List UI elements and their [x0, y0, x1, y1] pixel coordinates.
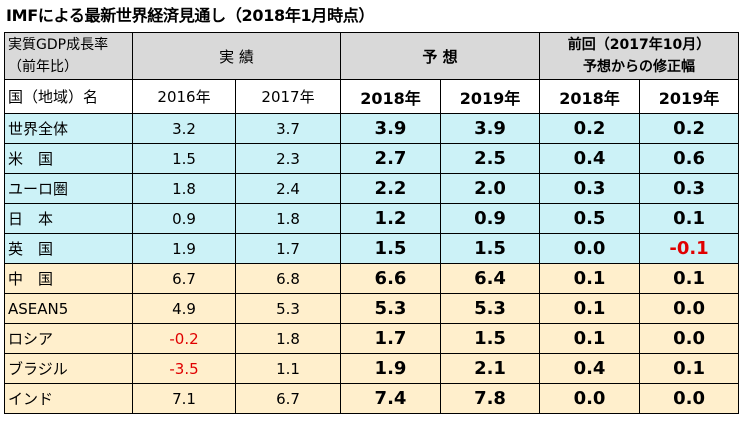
year-header-revision-2019: 2019年	[639, 79, 740, 114]
country-name-cell: ロシア	[4, 323, 133, 354]
forecast-2018-cell: 6.6	[340, 263, 441, 294]
forecast-2019-cell: 2.0	[439, 173, 541, 204]
year-header-actual-2016: 2016年	[132, 79, 236, 114]
revision-2018-cell: 0.1	[539, 323, 641, 354]
forecast-2018-cell: 7.4	[340, 383, 441, 414]
actual-2016-cell: 1.9	[132, 233, 236, 264]
revision-2019-cell: 0.0	[639, 323, 740, 354]
forecast-2018-cell: 1.5	[340, 233, 441, 264]
actual-group-header: 実 績	[132, 32, 341, 80]
revision-2018-cell: 0.4	[539, 143, 641, 174]
table-row: ASEAN5 4.9 5.3 5.3 5.3 0.1 0.0	[4, 293, 740, 324]
actual-2017-cell: 2.3	[235, 143, 341, 174]
table-row: 中 国 6.7 6.8 6.6 6.4 0.1 0.1	[4, 263, 740, 294]
table-row: 世界全体 3.2 3.7 3.9 3.9 0.2 0.2	[4, 113, 740, 144]
revision-2018-cell: 0.4	[539, 353, 641, 384]
country-column-header: 国（地域）名	[4, 79, 133, 114]
growth-table: 実質GDP成長率 （前年比） 実 績 予 想 前回（2017年10月） 予想から…	[4, 32, 740, 414]
revision-2018-cell: 0.2	[539, 113, 641, 144]
forecast-2018-cell: 2.2	[340, 173, 441, 204]
country-name-cell: 日 本	[4, 203, 133, 234]
forecast-2018-cell: 1.2	[340, 203, 441, 234]
header-row-top: 実質GDP成長率 （前年比） 実 績 予 想 前回（2017年10月） 予想から…	[4, 32, 740, 80]
actual-2017-cell: 1.8	[235, 203, 341, 234]
revision-2019-cell: 0.1	[639, 203, 740, 234]
actual-2017-cell: 1.1	[235, 353, 341, 384]
revision-2019-cell: -0.1	[639, 233, 740, 264]
table-row: ブラジル -3.5 1.1 1.9 2.1 0.4 0.1	[4, 353, 740, 384]
actual-2017-cell: 3.7	[235, 113, 341, 144]
table-row: 米 国 1.5 2.3 2.7 2.5 0.4 0.6	[4, 143, 740, 174]
corner-label-line1: 実質GDP成長率	[8, 37, 109, 53]
forecast-2018-cell: 2.7	[340, 143, 441, 174]
table-row: インド 7.1 6.7 7.4 7.8 0.0 0.0	[4, 383, 740, 414]
revision-2018-cell: 0.0	[539, 233, 641, 264]
forecast-2019-cell: 5.3	[439, 293, 541, 324]
table-row: ユーロ圏 1.8 2.4 2.2 2.0 0.3 0.3	[4, 173, 740, 204]
forecast-2018-cell: 1.7	[340, 323, 441, 354]
forecast-2019-cell: 7.8	[439, 383, 541, 414]
revision-2019-cell: 0.2	[639, 113, 740, 144]
year-header-revision-2018: 2018年	[539, 79, 641, 114]
corner-header-cell: 実質GDP成長率 （前年比）	[4, 32, 133, 80]
country-name-cell: 米 国	[4, 143, 133, 174]
revision-label-line2: 予想からの修正幅	[583, 59, 696, 75]
country-name-cell: 中 国	[4, 263, 133, 294]
forecast-group-header: 予 想	[339, 32, 541, 80]
revision-2019-cell: 0.6	[639, 143, 740, 174]
table-row: 英 国 1.9 1.7 1.5 1.5 0.0 -0.1	[4, 233, 740, 264]
country-name-cell: インド	[4, 383, 133, 414]
revision-2018-cell: 0.1	[539, 293, 641, 324]
forecast-2019-cell: 0.9	[439, 203, 541, 234]
actual-2016-cell: 7.1	[132, 383, 236, 414]
actual-2016-cell: 4.9	[132, 293, 236, 324]
actual-2016-cell: 3.2	[132, 113, 236, 144]
forecast-2019-cell: 3.9	[439, 113, 541, 144]
forecast-2019-cell: 1.5	[439, 233, 541, 264]
actual-2017-cell: 5.3	[235, 293, 341, 324]
revision-group-header: 前回（2017年10月） 予想からの修正幅	[539, 32, 740, 80]
actual-2017-cell: 2.4	[235, 173, 341, 204]
revision-2019-cell: 0.1	[639, 353, 740, 384]
actual-2016-cell: 1.5	[132, 143, 236, 174]
revision-2019-cell: 0.0	[639, 293, 740, 324]
revision-2018-cell: 0.3	[539, 173, 641, 204]
revision-2019-cell: 0.1	[639, 263, 740, 294]
table-row: ロシア -0.2 1.8 1.7 1.5 0.1 0.0	[4, 323, 740, 354]
forecast-2019-cell: 2.5	[439, 143, 541, 174]
country-name-cell: 英 国	[4, 233, 133, 264]
revision-2018-cell: 0.1	[539, 263, 641, 294]
revision-2019-cell: 0.3	[639, 173, 740, 204]
actual-2016-cell: 0.9	[132, 203, 236, 234]
forecast-2018-cell: 5.3	[340, 293, 441, 324]
revision-2019-cell: 0.0	[639, 383, 740, 414]
country-name-cell: ブラジル	[4, 353, 133, 384]
actual-2017-cell: 1.8	[235, 323, 341, 354]
actual-2017-cell: 1.7	[235, 233, 341, 264]
forecast-2019-cell: 1.5	[439, 323, 541, 354]
country-name-cell: ASEAN5	[4, 293, 133, 324]
forecast-2018-cell: 1.9	[340, 353, 441, 384]
page-title: IMFによる最新世界経済見通し（2018年1月時点）	[6, 6, 375, 25]
forecast-2019-cell: 6.4	[439, 263, 541, 294]
header-row-years: 国（地域）名 2016年 2017年 2018年 2019年 2018年 201…	[4, 79, 740, 114]
revision-2018-cell: 0.5	[539, 203, 641, 234]
actual-2017-cell: 6.7	[235, 383, 341, 414]
revision-label-line1: 前回（2017年10月）	[567, 37, 711, 53]
year-header-forecast-2018: 2018年	[340, 79, 441, 114]
forecast-2019-cell: 2.1	[439, 353, 541, 384]
revision-2018-cell: 0.0	[539, 383, 641, 414]
year-header-forecast-2019: 2019年	[439, 79, 541, 114]
forecast-2018-cell: 3.9	[340, 113, 441, 144]
year-header-actual-2017: 2017年	[235, 79, 341, 114]
actual-2016-cell: 1.8	[132, 173, 236, 204]
actual-2016-cell: 6.7	[132, 263, 236, 294]
country-name-cell: ユーロ圏	[4, 173, 133, 204]
actual-2017-cell: 6.8	[235, 263, 341, 294]
corner-label-line2: （前年比）	[8, 59, 78, 75]
actual-2016-cell: -0.2	[132, 323, 236, 354]
actual-2016-cell: -3.5	[132, 353, 236, 384]
country-name-cell: 世界全体	[4, 113, 133, 144]
table-row: 日 本 0.9 1.8 1.2 0.9 0.5 0.1	[4, 203, 740, 234]
